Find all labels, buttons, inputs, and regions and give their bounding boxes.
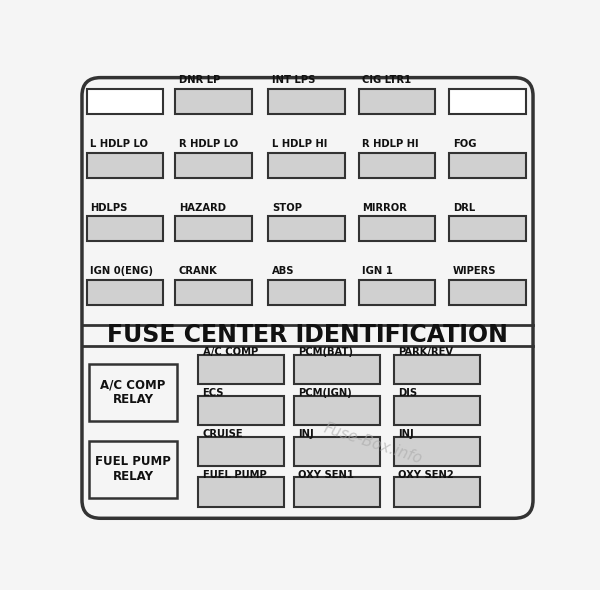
- Text: MIRROR: MIRROR: [362, 202, 407, 212]
- Bar: [89, 441, 178, 498]
- Text: OXY SEN1: OXY SEN1: [298, 470, 354, 480]
- Text: A/C COMP: A/C COMP: [203, 347, 258, 357]
- Bar: [394, 396, 479, 425]
- Text: R HDLP LO: R HDLP LO: [179, 139, 238, 149]
- Text: OXY SEN2: OXY SEN2: [398, 470, 454, 480]
- Text: INJ: INJ: [398, 429, 413, 439]
- Text: DRL: DRL: [453, 202, 475, 212]
- Text: ABS: ABS: [272, 266, 295, 276]
- Text: PARK/REV: PARK/REV: [398, 347, 453, 357]
- Text: FUSE CENTER IDENTIFICATION: FUSE CENTER IDENTIFICATION: [107, 323, 508, 348]
- Text: STOP: STOP: [272, 202, 302, 212]
- Bar: [268, 216, 345, 241]
- Bar: [198, 355, 284, 384]
- Bar: [175, 89, 252, 114]
- Text: FUEL PUMP
RELAY: FUEL PUMP RELAY: [95, 455, 171, 483]
- Text: DNR LP: DNR LP: [179, 76, 220, 86]
- Text: DIS: DIS: [398, 388, 417, 398]
- Bar: [175, 280, 252, 305]
- Bar: [175, 153, 252, 178]
- Bar: [359, 280, 436, 305]
- Text: FOG: FOG: [453, 139, 476, 149]
- Text: CRANK: CRANK: [179, 266, 218, 276]
- Text: FUEL PUMP: FUEL PUMP: [203, 470, 266, 480]
- Bar: [293, 477, 380, 507]
- Text: R HDLP HI: R HDLP HI: [362, 139, 419, 149]
- FancyBboxPatch shape: [82, 78, 533, 518]
- Bar: [293, 355, 380, 384]
- Bar: [86, 153, 163, 178]
- Bar: [198, 437, 284, 466]
- Text: ECS: ECS: [203, 388, 224, 398]
- Text: INT LPS: INT LPS: [272, 76, 315, 86]
- Bar: [198, 396, 284, 425]
- Text: CRUISE: CRUISE: [203, 429, 243, 439]
- Bar: [394, 437, 479, 466]
- Text: INJ: INJ: [298, 429, 314, 439]
- Text: WIPERS: WIPERS: [453, 266, 497, 276]
- Bar: [268, 89, 345, 114]
- Bar: [449, 216, 526, 241]
- Bar: [449, 280, 526, 305]
- Bar: [293, 437, 380, 466]
- Bar: [359, 153, 436, 178]
- Text: IGN 1: IGN 1: [362, 266, 394, 276]
- Bar: [449, 89, 526, 114]
- Bar: [268, 280, 345, 305]
- Bar: [86, 89, 163, 114]
- Text: PCM(IGN): PCM(IGN): [298, 388, 352, 398]
- Bar: [198, 477, 284, 507]
- Text: PCM(BAT): PCM(BAT): [298, 347, 353, 357]
- Text: CIG LTR1: CIG LTR1: [362, 76, 412, 86]
- Bar: [175, 216, 252, 241]
- Bar: [86, 216, 163, 241]
- Bar: [359, 216, 436, 241]
- Text: Fuse-Box.info: Fuse-Box.info: [322, 420, 424, 466]
- Bar: [293, 396, 380, 425]
- Text: L HDLP HI: L HDLP HI: [272, 139, 327, 149]
- Bar: [86, 280, 163, 305]
- Text: A/C COMP
RELAY: A/C COMP RELAY: [100, 378, 166, 407]
- Text: L HDLP LO: L HDLP LO: [91, 139, 148, 149]
- Text: HDLPS: HDLPS: [91, 202, 128, 212]
- Bar: [449, 153, 526, 178]
- Text: IGN 0(ENG): IGN 0(ENG): [91, 266, 154, 276]
- Bar: [394, 355, 479, 384]
- Text: HAZARD: HAZARD: [179, 202, 226, 212]
- Bar: [268, 153, 345, 178]
- Bar: [359, 89, 436, 114]
- Bar: [89, 364, 178, 421]
- Bar: [394, 477, 479, 507]
